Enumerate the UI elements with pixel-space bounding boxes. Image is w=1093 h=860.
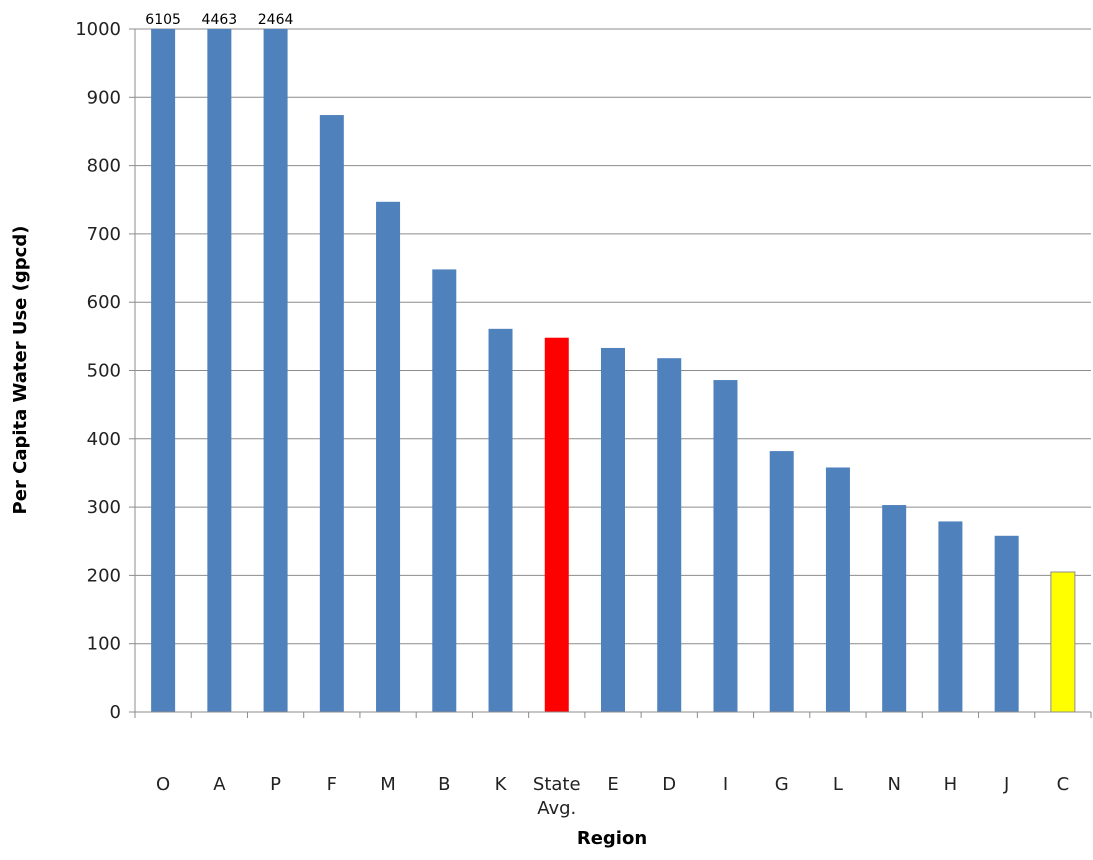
y-tick-label: 1000 xyxy=(75,19,121,40)
x-tick-label: C xyxy=(1057,774,1070,795)
data-label: 2464 xyxy=(258,12,294,28)
bar-b xyxy=(432,269,457,712)
y-tick-label: 700 xyxy=(87,224,121,245)
y-tick-label: 800 xyxy=(87,156,121,177)
x-tick-label: F xyxy=(327,774,337,795)
x-tick-label: H xyxy=(944,774,958,795)
axes xyxy=(129,28,1092,718)
y-tick-labels: 0 100 200 300 400 500 600 700 800 900 1000 xyxy=(75,19,121,723)
x-axis-title: Region xyxy=(577,828,647,849)
x-tick-label: P xyxy=(270,774,281,795)
bar-c xyxy=(1050,571,1076,713)
y-tick-label: 0 xyxy=(110,702,121,723)
bar-g xyxy=(769,451,794,712)
y-tick-label: 900 xyxy=(87,87,121,108)
x-tick-label: K xyxy=(495,774,508,795)
bar-f xyxy=(319,115,344,713)
bar-m xyxy=(376,201,401,712)
y-tick-label: 200 xyxy=(87,565,121,586)
x-tick-labels: O A P F M B K State Avg. E D I G L N H J C xyxy=(156,774,1069,819)
bar-h xyxy=(938,521,963,712)
x-tick-label: N xyxy=(887,774,900,795)
bar-j xyxy=(994,535,1019,712)
bar-l xyxy=(825,467,850,712)
data-label: 6105 xyxy=(145,12,181,28)
x-tick-label: L xyxy=(833,774,843,795)
bar-n xyxy=(882,505,907,712)
y-tick-label: 500 xyxy=(87,361,121,382)
bar-state-avg xyxy=(544,337,569,712)
bar-p xyxy=(263,29,288,712)
y-tick-label: 400 xyxy=(87,429,121,450)
y-tick-label: 300 xyxy=(87,497,121,518)
data-label: 4463 xyxy=(202,12,238,28)
bar-a xyxy=(207,29,232,712)
x-tick-label: O xyxy=(156,774,170,795)
y-tick-label: 100 xyxy=(87,634,121,655)
bars xyxy=(151,29,1076,713)
x-tick-label: M xyxy=(380,774,396,795)
x-tick-label: I xyxy=(723,774,728,795)
y-tick-label: 600 xyxy=(87,292,121,313)
x-tick-label: State xyxy=(533,774,581,795)
bar-e xyxy=(601,347,625,712)
data-labels: 6105 4463 2464 xyxy=(145,12,293,28)
y-axis-title: Per Capita Water Use (gpcd) xyxy=(10,226,31,515)
x-tick-label: Avg. xyxy=(537,798,576,819)
x-tick-label: A xyxy=(213,774,226,795)
bar-o xyxy=(151,29,176,712)
bar-d xyxy=(657,358,682,712)
x-tick-label: E xyxy=(607,774,618,795)
bar-k xyxy=(488,328,513,712)
x-tick-label: J xyxy=(1003,774,1009,795)
x-tick-label: D xyxy=(662,774,676,795)
x-tick-label: G xyxy=(775,774,789,795)
x-tick-label: B xyxy=(438,774,450,795)
bar-i xyxy=(713,380,738,712)
